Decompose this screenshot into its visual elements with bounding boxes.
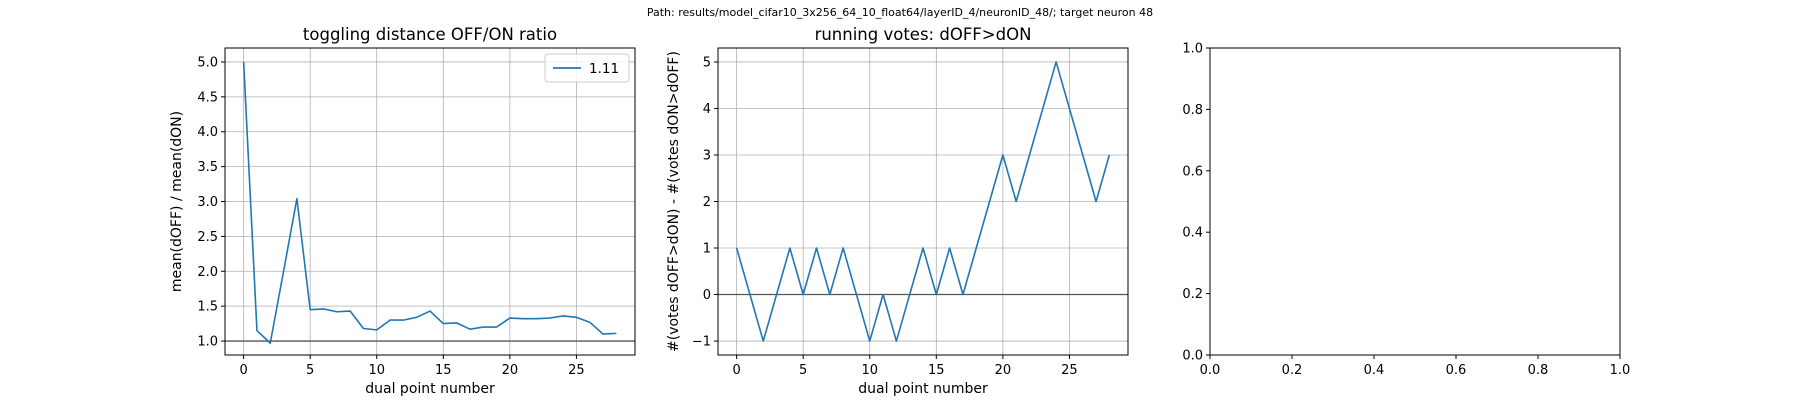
- x-tick-label: 5: [306, 363, 314, 378]
- x-axis-label: dual point number: [858, 381, 988, 397]
- y-tick-label: 2: [703, 195, 711, 210]
- x-tick-label: 1.0: [1610, 363, 1631, 378]
- y-tick-label: 1.0: [197, 335, 218, 350]
- x-tick-label: 20: [995, 363, 1012, 378]
- x-tick-label: 5: [799, 363, 807, 378]
- y-tick-label: 2.0: [197, 265, 218, 280]
- series-line: [735, 61, 1111, 342]
- y-tick-label: 5.0: [197, 55, 218, 70]
- y-tick-label: 1: [703, 242, 711, 257]
- y-tick-label: −1: [692, 335, 711, 350]
- y-tick-label: 3.5: [197, 160, 218, 175]
- legend-label: 1.11: [589, 61, 619, 77]
- y-tick-label: 0.6: [1182, 164, 1203, 179]
- y-tick-label: 1.5: [197, 300, 218, 315]
- y-tick-label: 0.0: [1182, 349, 1203, 364]
- x-tick-label: 15: [435, 363, 452, 378]
- x-tick-label: 25: [568, 363, 585, 378]
- chart-panel-2: 0 5 10 15 20 25 −1 0 1 2 3 4 5 running votes: dOFF>dO…: [666, 25, 1129, 397]
- x-tick-label: 0: [732, 363, 740, 378]
- x-tick-label: 20: [502, 363, 519, 378]
- y-tick-label: 3: [703, 148, 711, 163]
- x-tick-label: 0: [239, 363, 247, 378]
- x-tick-label: 0.4: [1364, 363, 1385, 378]
- x-tick-label: 0.2: [1282, 363, 1303, 378]
- x-tick-label: 0.6: [1446, 363, 1467, 378]
- y-tick-label: 0.8: [1182, 103, 1203, 118]
- x-tick-label: 10: [368, 363, 385, 378]
- axes-frame: [1209, 47, 1621, 356]
- y-axis-label: #(votes dOFF>dON) - #(votes dON>dOFF): [666, 51, 682, 352]
- x-tick-label: 0.0: [1200, 363, 1221, 378]
- chart-title: running votes: dOFF>dON: [815, 25, 1032, 44]
- series-line: [242, 61, 617, 344]
- y-tick-label: 0: [703, 288, 711, 303]
- y-tick-label: 3.0: [197, 195, 218, 210]
- x-axis-label: dual point number: [365, 381, 495, 397]
- y-tick-label: 4.0: [197, 125, 218, 140]
- y-tick-label: 4: [703, 102, 711, 117]
- y-tick-label: 5: [703, 55, 711, 70]
- legend: 1.11: [544, 53, 630, 83]
- figure-suptitle: Path: results/model_cifar10_3x256_64_10_…: [647, 6, 1153, 19]
- y-axis-label: mean(dOFF) / mean(dON): [169, 111, 185, 292]
- chart-panel-1: 0 5 10 15 20 25 1.0 1.5 2.0 2.5 3.0 3.5 4.0 4.5 5.0 tog…: [169, 25, 636, 397]
- x-tick-label: 25: [1061, 363, 1078, 378]
- chart-panel-3: 0.0 0.2 0.4 0.6 0.8 1.0 0.0 0.2 0.4 0.6 0.8 1.0: [1182, 42, 1630, 379]
- x-tick-label: 10: [861, 363, 878, 378]
- x-tick-label: 0.8: [1528, 363, 1549, 378]
- y-tick-label: 1.0: [1182, 42, 1203, 57]
- y-tick-label: 2.5: [197, 230, 218, 245]
- chart-title: toggling distance OFF/ON ratio: [303, 25, 557, 44]
- legend-box: [544, 53, 630, 83]
- x-tick-label: 15: [928, 363, 945, 378]
- y-tick-label: 4.5: [197, 90, 218, 105]
- y-tick-label: 0.4: [1182, 226, 1203, 241]
- y-tick-label: 0.2: [1182, 287, 1203, 302]
